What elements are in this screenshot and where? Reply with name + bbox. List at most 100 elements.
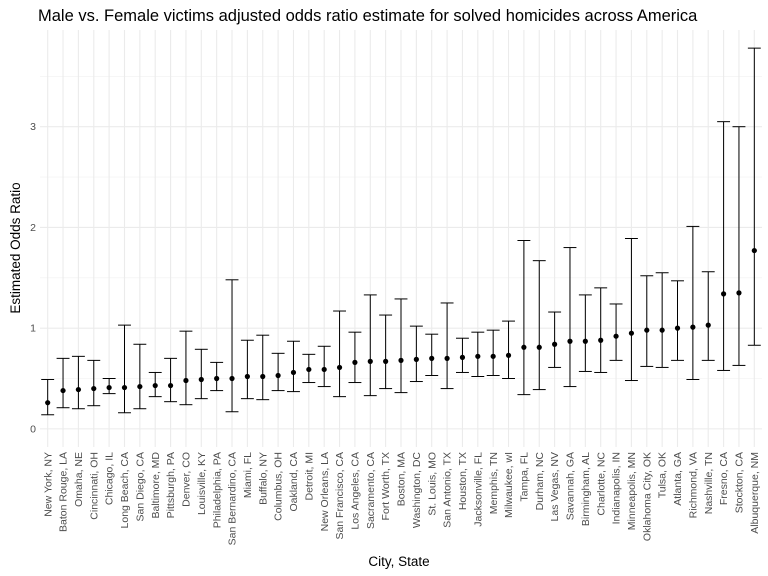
estimate-point: [121, 384, 128, 391]
x-tick-label: Miami, FL: [242, 452, 254, 498]
estimate-point: [167, 382, 174, 389]
x-tick-label: Stockton, CA: [734, 452, 746, 513]
x-tick-label: Las Vegas, NV: [549, 452, 561, 521]
estimate-point: [183, 377, 189, 384]
estimate-point: [582, 338, 588, 344]
x-tick-label: Tampa, FL: [518, 452, 530, 502]
estimate-point: [383, 358, 389, 364]
error-bar: [271, 352, 285, 392]
error-bar: [409, 325, 423, 383]
x-tick-label: Birmingham, AL: [580, 452, 592, 526]
estimate-point: [137, 383, 143, 390]
x-axis-ticks: New York, NY Baton Rouge, LA Omaha, NE Cinc…: [42, 452, 761, 546]
x-tick-label: Boston, MA: [396, 452, 408, 506]
x-tick-label: St. Louis, MO: [426, 452, 438, 516]
estimate-point: [290, 369, 297, 376]
x-tick-label: New York, NY: [42, 452, 54, 517]
error-bar: [256, 334, 270, 401]
estimate-point: [352, 359, 358, 365]
x-tick-label: Oklahoma City, OK: [641, 452, 653, 541]
x-tick-label: San Francisco, CA: [334, 452, 346, 540]
x-tick-label: Chicago, IL: [104, 452, 116, 505]
error-bar: [56, 357, 70, 409]
estimate-point: [628, 330, 635, 336]
error-bar: [133, 343, 147, 410]
x-tick-label: Buffalo, NY: [257, 452, 269, 505]
x-tick-label: Memphis, TN: [488, 452, 500, 514]
x-tick-label: Milwaukee, wI: [503, 452, 515, 518]
error-bar: [379, 314, 393, 390]
estimate-point: [152, 382, 158, 389]
estimate-point: [244, 373, 250, 380]
estimate-points: [45, 247, 757, 406]
estimate-point: [398, 357, 404, 363]
estimate-point: [91, 385, 97, 392]
error-bar: [640, 275, 654, 367]
estimate-point: [720, 291, 727, 297]
x-tick-label: Richmond, VA: [687, 452, 699, 518]
error-bar: [671, 280, 684, 361]
estimate-point: [214, 375, 220, 382]
error-bar: [287, 340, 300, 393]
estimate-point: [552, 341, 558, 347]
x-axis-title: City, State: [368, 554, 429, 569]
x-tick-label: Denver, CO: [181, 452, 193, 507]
y-axis-ticks: 0 1 2 3: [30, 121, 36, 435]
error-bar: [655, 272, 669, 368]
error-bar: [486, 329, 500, 376]
error-bar: [118, 324, 131, 414]
x-tick-label: Baton Rouge, LA: [58, 452, 70, 532]
x-tick-label: Philadelphia, PA: [211, 452, 223, 528]
estimate-point: [321, 366, 327, 373]
x-tick-label: San Bernardino, CA: [227, 452, 239, 545]
x-tick-label: Durham, NC: [534, 452, 546, 511]
y-tick-label: 2: [30, 222, 36, 234]
x-tick-label: Long Beach, CA: [119, 452, 131, 528]
estimate-point: [751, 247, 757, 254]
x-tick-label: Tulsa, OK: [657, 452, 669, 498]
x-tick-label: Los Angeles, CA: [350, 452, 362, 530]
x-tick-label: San Antonio, TX: [442, 452, 454, 528]
error-bar: [41, 379, 55, 416]
estimate-point: [429, 355, 435, 361]
estimate-point: [659, 327, 665, 333]
x-tick-label: Fresno, CA: [718, 452, 730, 505]
error-bar: [517, 240, 531, 396]
y-tick-label: 0: [30, 423, 36, 435]
error-bar: [348, 331, 362, 384]
x-tick-label: Louisville, KY: [196, 452, 208, 515]
estimate-point: [736, 290, 742, 296]
x-tick-label: Nashville, TN: [703, 452, 715, 514]
error-bar: [87, 359, 101, 407]
error-bar: [333, 310, 347, 398]
estimate-point: [413, 356, 419, 362]
estimate-point: [275, 372, 281, 379]
estimate-point: [490, 353, 496, 359]
x-tick-label: Houston, TX: [457, 452, 469, 510]
error-bar: [317, 345, 331, 388]
error-bar: [717, 121, 731, 371]
x-tick-label: Savannah, GA: [565, 452, 577, 520]
x-tick-label: Oakland, CA: [288, 452, 300, 512]
error-bar: [594, 287, 608, 373]
estimate-point: [45, 400, 51, 406]
estimate-point: [459, 354, 466, 360]
estimate-point: [644, 327, 650, 333]
x-tick-label: Sacramento, CA: [365, 452, 377, 529]
estimate-point: [60, 387, 66, 394]
error-bar: [563, 247, 577, 388]
x-tick-label: Columbus, OH: [273, 452, 285, 521]
error-bar: [732, 126, 746, 366]
x-tick-label: Charlotte, NC: [595, 452, 607, 516]
estimate-point: [367, 358, 373, 364]
x-tick-label: Albuquerque, NM: [749, 452, 761, 534]
x-tick-label: San Diego, CA: [134, 452, 146, 521]
error-bar: [548, 311, 562, 368]
estimate-point: [229, 375, 235, 382]
error-bar: [502, 320, 515, 380]
estimate-point: [106, 384, 112, 391]
error-bar: [225, 279, 239, 413]
error-bar: [609, 303, 623, 361]
estimate-point: [306, 366, 312, 373]
